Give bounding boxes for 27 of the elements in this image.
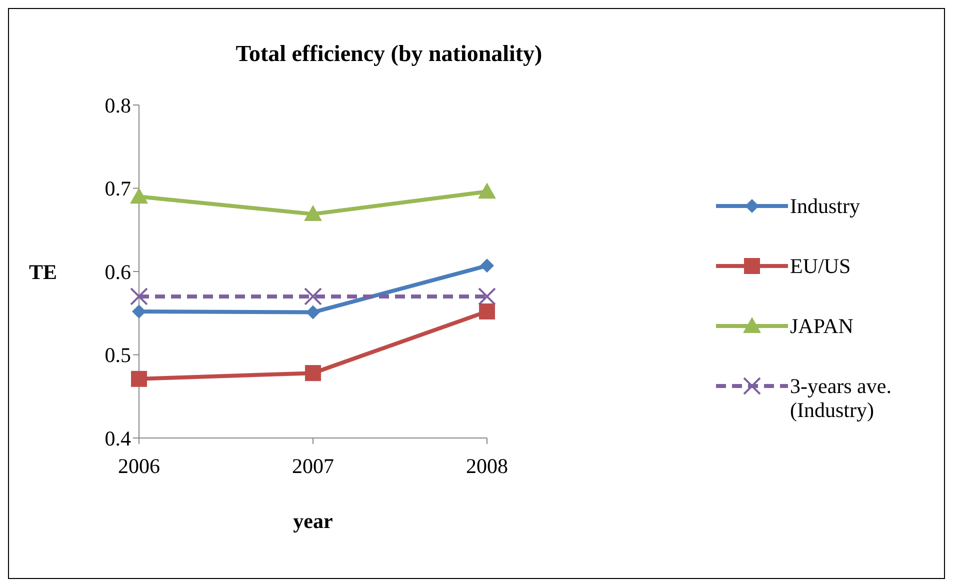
- legend-label: Industry: [790, 194, 860, 218]
- y-axis-title: TE: [29, 260, 58, 284]
- point: [305, 365, 321, 382]
- y-tick-label: 0.6: [104, 260, 131, 284]
- point: [478, 287, 496, 306]
- chart-title: Total efficiency (by nationality): [234, 41, 544, 67]
- y-tick-label: 0.4: [104, 426, 132, 450]
- point: [478, 182, 496, 199]
- point: [480, 258, 494, 273]
- legend-label: JAPAN: [790, 314, 854, 338]
- x-axis-title: year: [293, 509, 333, 533]
- point: [132, 304, 146, 318]
- point: [131, 370, 147, 387]
- point: [130, 188, 148, 204]
- point: [304, 205, 322, 222]
- point: [304, 287, 322, 306]
- point: [479, 303, 495, 320]
- point: [306, 305, 320, 320]
- x-tick-label: 2006: [118, 454, 160, 478]
- y-tick-label: 0.8: [104, 93, 131, 118]
- y-tick-label: 0.7: [104, 176, 131, 201]
- legend-label: 3-years ave.(Industry): [790, 374, 892, 422]
- y-tick-label: 0.5: [104, 343, 131, 368]
- legend-label: EU/US: [790, 254, 851, 278]
- point: [130, 287, 148, 306]
- x-tick-label: 2007: [292, 454, 334, 478]
- x-tick-label: 2008: [466, 454, 508, 478]
